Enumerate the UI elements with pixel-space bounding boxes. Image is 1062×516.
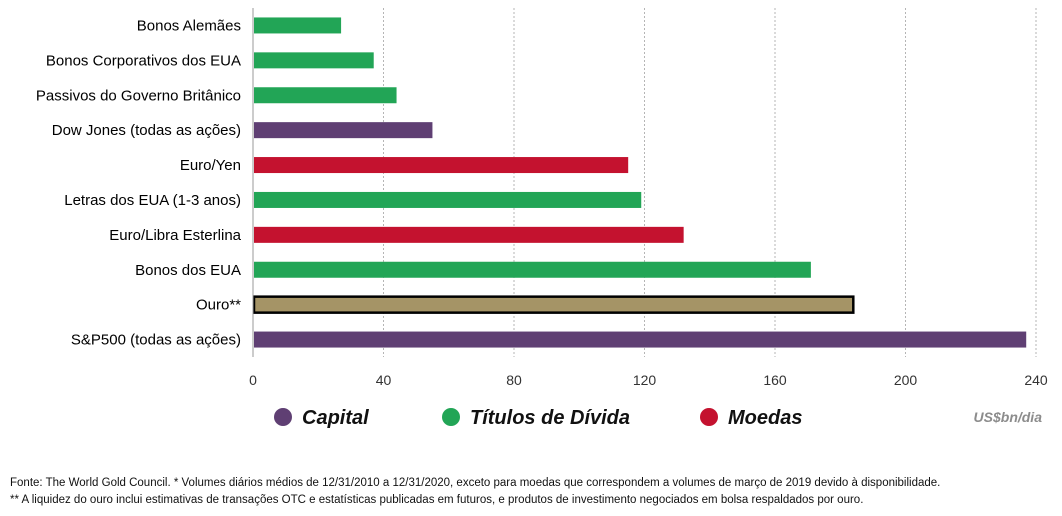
x-tick-label: 240 (1024, 372, 1048, 388)
x-tick-label: 200 (894, 372, 918, 388)
x-tick-label: 80 (506, 372, 522, 388)
bar (254, 17, 342, 34)
x-tick-label: 160 (763, 372, 787, 388)
bar (254, 122, 433, 139)
category-label: Bonos Alemães (137, 17, 241, 34)
x-tick-label: 0 (249, 372, 257, 388)
bar (254, 157, 629, 174)
legend-label: Moedas (728, 407, 802, 429)
unit-label: US$bn/dia (974, 409, 1043, 425)
legend-marker (700, 408, 718, 426)
bars (252, 17, 1027, 348)
legend-label: Títulos de Dívida (470, 407, 630, 429)
category-label: Bonos dos EUA (135, 262, 241, 279)
bar-chart: Bonos Alemães Bonos Corporativos dos EUA P… (36, 8, 1048, 429)
category-label: Passivos do Governo Britânico (36, 87, 241, 104)
bar (254, 226, 684, 243)
bar (254, 191, 642, 208)
footnote-gold-liquidity: ** A liquidez do ouro inclui estimativas… (10, 494, 864, 506)
category-label: Euro/Yen (180, 157, 241, 174)
category-label: Dow Jones (todas as ações) (52, 122, 241, 139)
category-labels: Bonos Alemães Bonos Corporativos dos EUA P… (36, 17, 242, 348)
legend-label: Capital (302, 407, 369, 429)
bar (254, 261, 811, 278)
legend-marker (274, 408, 292, 426)
category-label: Letras dos EUA (1-3 anos) (64, 192, 241, 209)
bar (254, 52, 374, 69)
legend: Capital Títulos de Dívida Moedas (274, 407, 802, 429)
x-axis-tick-labels: 0 40 80 120 160 200 240 (249, 372, 1048, 388)
category-label: Bonos Corporativos dos EUA (46, 52, 241, 69)
footnote-source: Fonte: The World Gold Council. * Volumes… (10, 477, 941, 489)
category-label: Ouro** (196, 297, 241, 314)
category-label: Euro/Libra Esterlina (109, 227, 241, 244)
bar (254, 331, 1027, 348)
legend-marker (442, 408, 460, 426)
category-label: S&P500 (todas as ações) (71, 332, 241, 349)
bar (254, 87, 397, 104)
x-tick-label: 120 (633, 372, 657, 388)
bar (252, 295, 855, 314)
x-tick-label: 40 (376, 372, 392, 388)
